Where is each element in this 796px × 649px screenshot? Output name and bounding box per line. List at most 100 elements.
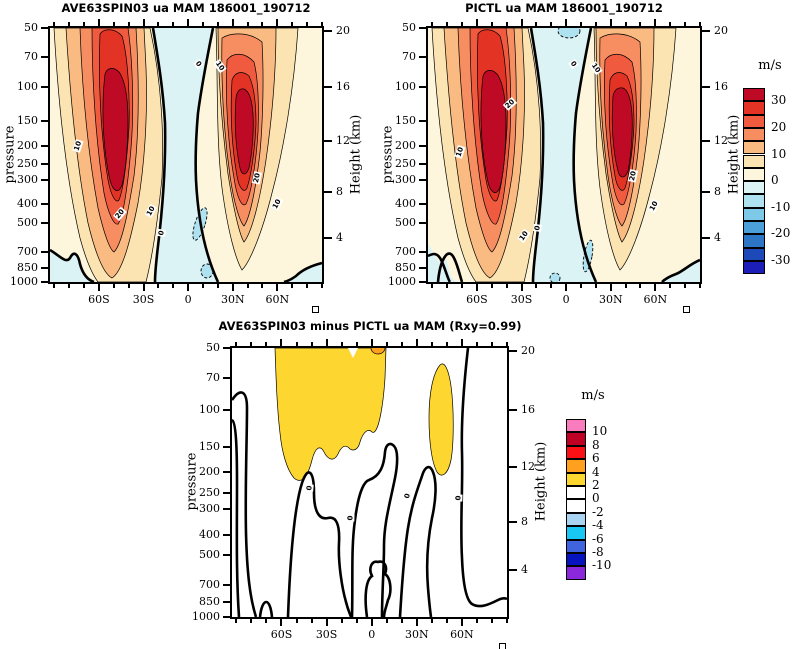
pressure-tick-label: 850	[395, 261, 416, 275]
pressure-tick	[41, 85, 50, 88]
panel-title-bottom: AVE63SPIN03 minus PICTL ua MAM (Rxy=0.99…	[218, 319, 522, 333]
pressure-tick-label: 200	[199, 465, 220, 479]
lat-tick	[520, 19, 523, 26]
pressure-tick-label: 400	[199, 527, 220, 541]
lat-tick	[654, 284, 657, 291]
height-tick-label: 4	[714, 231, 721, 245]
contour-label: 0	[454, 494, 463, 502]
colorbar-cell	[566, 566, 586, 580]
height-tick	[701, 191, 710, 194]
colorbar-cell	[743, 101, 765, 115]
lat-tick	[609, 284, 612, 291]
colorbar-tick-label: 0	[592, 491, 600, 506]
colorbar-cell	[566, 499, 586, 513]
colorbar-tick-label: 4	[592, 464, 600, 479]
pressure-tick-label: 400	[17, 197, 38, 211]
pressure-tick	[419, 85, 428, 88]
lat-tick	[202, 22, 205, 26]
lat-tick	[157, 22, 160, 26]
lat-tick	[385, 619, 388, 623]
height-tick-label: 4	[521, 563, 528, 577]
lat-tick	[415, 619, 418, 626]
lat-tick-label: 30N	[220, 293, 245, 306]
pressure-tick	[223, 583, 232, 586]
lat-tick	[53, 22, 56, 26]
pressure-tick	[41, 203, 50, 206]
colorbar-tick-label: -6	[592, 531, 604, 546]
pressure-tick	[41, 27, 50, 29]
colorbar-units-bottom: m/s	[581, 388, 605, 403]
lat-tick	[475, 342, 478, 346]
lat-tick	[216, 22, 219, 26]
height-tick	[323, 85, 332, 88]
colorbar-cell	[743, 234, 765, 248]
pressure-tick-label: 500	[199, 547, 220, 561]
zero-contours	[50, 28, 322, 282]
height-tick	[701, 30, 710, 33]
lat-tick	[235, 619, 238, 623]
lat-tick-label: 30N	[404, 628, 429, 641]
lat-tick	[112, 22, 115, 26]
panel-title-top-left: AVE63SPIN03 ua MAM 186001_190712	[61, 1, 311, 15]
height-axis-label: Height (km)	[533, 441, 549, 522]
lat-tick-label: 30S	[132, 293, 155, 306]
lat-tick	[505, 284, 508, 288]
contour-plot-difference	[230, 346, 509, 619]
lat-tick	[639, 22, 642, 26]
lat-tick	[83, 22, 86, 26]
lat-tick	[340, 619, 343, 623]
lat-tick-label: 60S	[88, 293, 110, 306]
contour-plot-top-left	[48, 26, 324, 284]
lat-tick	[261, 284, 264, 288]
colorbar-cell	[743, 154, 765, 168]
height-tick	[323, 237, 332, 240]
colorbar-cell	[743, 114, 765, 128]
lat-tick	[246, 22, 249, 26]
height-tick-label: 12	[521, 460, 535, 474]
lat-tick	[216, 284, 219, 288]
colorbar-tick-label: -30	[771, 252, 791, 267]
lat-tick-label: 0	[562, 293, 570, 306]
height-tick	[701, 139, 710, 142]
contour-label: 0	[532, 224, 542, 232]
colorbar-tick-label: -10	[771, 199, 791, 214]
lat-tick	[475, 284, 478, 291]
lat-tick	[609, 19, 612, 26]
lat-tick	[97, 284, 100, 291]
lat-tick	[68, 22, 71, 26]
colorbar-units-top: m/s	[758, 58, 782, 73]
colorbar-cell	[566, 526, 586, 540]
lat-tick	[127, 22, 130, 26]
height-tick	[323, 30, 332, 33]
lat-tick	[280, 619, 283, 626]
pressure-tick-label: 500	[17, 216, 38, 230]
pressure-tick	[223, 377, 232, 380]
lat-tick	[535, 284, 538, 288]
pressure-tick-label: 100	[199, 403, 220, 417]
lat-tick	[265, 342, 268, 346]
lat-tick-label: 30S	[315, 628, 338, 641]
pressure-tick	[419, 222, 428, 225]
colorbar-tick-label: 6	[592, 451, 600, 466]
pressure-tick	[41, 250, 50, 253]
height-tick-label: 20	[336, 24, 350, 38]
height-tick-label: 12	[336, 133, 350, 147]
lat-tick	[250, 342, 253, 346]
pressure-tick-label: 1000	[192, 610, 220, 623]
lat-tick	[430, 342, 433, 346]
lat-tick	[187, 19, 190, 26]
lat-tick	[202, 284, 205, 288]
pressure-tick-label: 300	[199, 501, 220, 515]
lat-tick	[246, 284, 249, 288]
lat-tick	[460, 619, 463, 626]
lat-tick	[550, 22, 553, 26]
pressure-tick	[41, 281, 50, 283]
pressure-tick	[419, 163, 428, 166]
lat-tick	[624, 284, 627, 288]
lat-tick	[461, 284, 464, 288]
height-tick	[508, 409, 517, 412]
colorbar-cell	[743, 247, 765, 261]
pressure-tick-label: 700	[395, 244, 416, 258]
colorbar-cell	[566, 539, 586, 553]
pressure-tick	[223, 616, 232, 618]
